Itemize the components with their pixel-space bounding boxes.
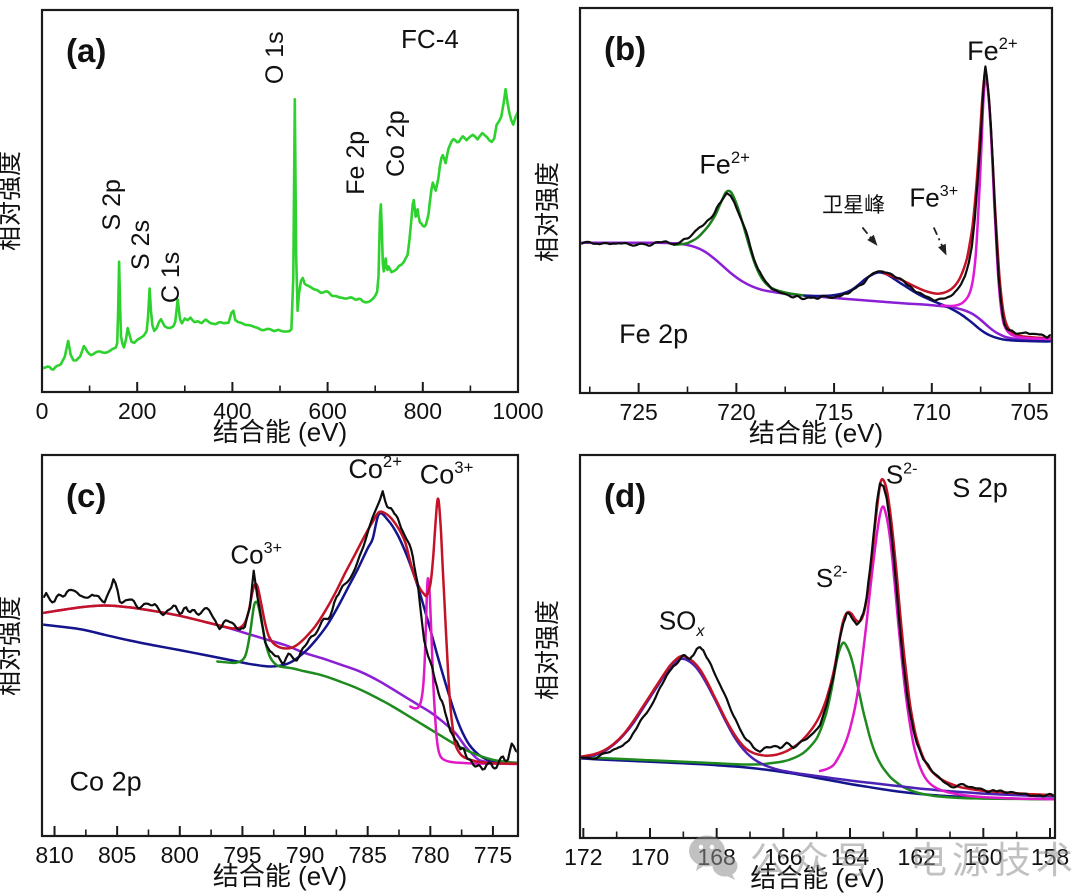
annotation-sample-label: FC-4 (401, 24, 459, 54)
annotation-peak-c1s: C 1s (157, 252, 185, 303)
x-axis-title: 结合能 (eV) (213, 417, 347, 447)
x-tick-label: 715 (815, 399, 853, 425)
panel-c-series-experimental (43, 490, 517, 771)
y-axis-title: 相对强度 (534, 162, 562, 262)
x-tick-label: 600 (308, 398, 346, 424)
panel-d-series-envelope (581, 477, 1054, 797)
panel-b-series-fe2-2p32-fit (940, 75, 1051, 341)
annotation-peak-fe2-left: Fe2+ (699, 148, 750, 180)
x-tick-label: 400 (213, 398, 251, 424)
x-tick-label: 200 (118, 398, 156, 424)
x-tick-label: 710 (913, 399, 951, 425)
annotation-peak-fe2-main: Fe2+ (967, 34, 1018, 66)
x-tick-label: 164 (831, 844, 870, 870)
annotation-peak-s2p: S 2p (98, 179, 126, 230)
panel-b-series-satellite-fit (803, 271, 1051, 343)
panel-a-series-survey-spectrum (43, 87, 517, 371)
annotation-peak-fe2p: Fe 2p (342, 131, 370, 195)
x-tick-label: 725 (619, 399, 657, 425)
panel-b: 725 720 715 710 705 结合能 (eV) 相对强度 (b) Fe 2p Fe2+ 卫… (534, 6, 1054, 448)
annotation-peak-s2s: S 2s (127, 220, 155, 270)
x-axis-title: 结合能 (eV) (749, 418, 883, 448)
x-axis-title: 结合能 (eV) (750, 863, 884, 893)
annotation-peak-sox: SOx (659, 605, 706, 640)
x-tick-label: 785 (348, 842, 386, 868)
fe3-arrow-head (938, 243, 947, 256)
y-axis-title: 相对强度 (0, 596, 24, 696)
x-tick-label: 172 (564, 844, 602, 870)
y-axis-title: 相对强度 (534, 600, 562, 700)
plot-frame (40, 453, 520, 838)
annotation-peak-co2p: Co 2p (382, 110, 410, 177)
panel-d-series-s2-fit-2 (818, 505, 1054, 801)
panel-d-series-experimental (581, 482, 1054, 798)
panel-a: 0 200 400 600 800 1000 结合能 (eV) 相对强度 (a) FC-4 S 2p… (0, 8, 544, 447)
x-tick-label: 790 (286, 842, 324, 868)
annotation-peak-co2: Co2+ (348, 452, 402, 484)
plot-frame (40, 8, 520, 394)
panel-b-series-experimental (581, 65, 1051, 339)
annotation-peak-co3-right: Co3+ (420, 458, 474, 490)
x-tick-label: 0 (36, 398, 49, 424)
panel-c: 810 805 800 795 790 785 780 775 结合能 (eV) 相对强度 (c) C… (0, 452, 520, 891)
annotation-peak-s2-main: S2- (886, 459, 918, 489)
annotation-peak-o1s: O 1s (261, 31, 289, 84)
annotation-region-label: Co 2p (70, 766, 142, 796)
x-tick-label: 810 (35, 842, 73, 868)
panel-d: 172 170 168 166 164 162 160 158 结合能 (eV) 相对强度 (d) S… (534, 453, 1069, 893)
panel-letter: (d) (604, 477, 646, 514)
panel-c-series-co3-fit-1 (216, 600, 517, 764)
panel-b-series-background (581, 241, 1051, 342)
x-tick-label: 800 (161, 842, 199, 868)
x-tick-label: 170 (631, 844, 669, 870)
x-tick-label: 160 (964, 844, 1002, 870)
x-tick-label: 775 (474, 842, 512, 868)
x-tick-label: 1000 (492, 398, 543, 424)
y-axis-title: 相对强度 (0, 151, 24, 251)
x-tick-label: 166 (764, 844, 802, 870)
x-tick-label: 780 (411, 842, 449, 868)
x-tick-label: 168 (697, 844, 735, 870)
x-tick-label: 720 (717, 399, 755, 425)
satellite-arrow-head (867, 234, 878, 246)
x-tick-label: 800 (404, 398, 442, 424)
x-axis-title: 结合能 (eV) (213, 861, 347, 891)
satellite-arrow (861, 226, 875, 242)
plot-frame (578, 453, 1057, 840)
panel-letter: (c) (66, 477, 106, 514)
annotation-satellite-label: 卫星峰 (822, 194, 885, 217)
x-tick-label: 162 (897, 844, 935, 870)
x-tick-label: 705 (1010, 399, 1048, 425)
plot-frame (578, 6, 1054, 395)
x-tick-label: 795 (223, 842, 261, 868)
annotation-region-label: S 2p (952, 473, 1008, 503)
annotation-peak-s2-shoulder: S2- (816, 563, 848, 593)
annotation-peak-co3-left: Co3+ (230, 539, 282, 569)
panel-d-series-s2-fit-1 (581, 641, 1054, 801)
x-tick-label: 158 (1031, 844, 1069, 870)
panel-letter: (b) (604, 30, 646, 67)
annotation-region-label: Fe 2p (619, 319, 688, 349)
annotation-peak-fe3: Fe3+ (909, 182, 958, 212)
panel-letter: (a) (66, 32, 106, 69)
x-tick-label: 805 (98, 842, 136, 868)
